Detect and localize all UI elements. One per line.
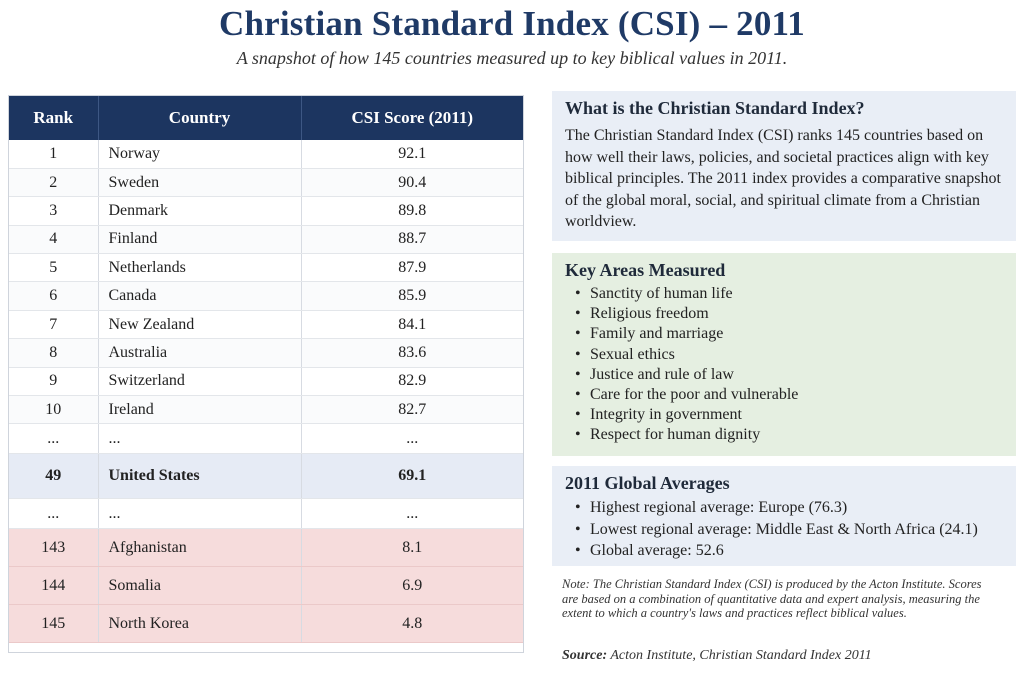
ellipsis-row: ......... [9, 498, 523, 530]
country-cell: Switzerland [98, 367, 302, 397]
global-averages-heading: 2011 Global Averages [565, 473, 730, 493]
page-subtitle: A snapshot of how 145 countries measured… [236, 48, 788, 68]
rank-cell: 3 [9, 196, 99, 226]
key-areas-list: Sanctity of human life Religious freedom… [565, 284, 1003, 446]
list-item: Respect for human dignity [575, 425, 1003, 445]
methodology-note: Note: The Christian Standard Index (CSI)… [562, 577, 982, 620]
rank-cell: 10 [9, 395, 99, 425]
table-row: 5 Netherlands 87.9 [9, 253, 523, 283]
country-cell: Afghanistan [98, 528, 302, 568]
rank-cell: 5 [9, 253, 99, 283]
ellipsis-cell: ... [98, 423, 302, 455]
ellipsis-cell: ... [301, 423, 523, 455]
list-item: Global average: 52.6 [575, 540, 1003, 562]
key-areas-heading: Key Areas Measured [565, 260, 726, 280]
ranking-table: Rank Country CSI Score (2011) 1 Norway 92.… [9, 96, 523, 644]
header-country: Country [98, 96, 302, 140]
country-cell: Netherlands [98, 253, 302, 283]
key-areas-box: Key Areas Measured Sanctity of human lif… [552, 253, 1016, 456]
list-item: Integrity in government [575, 405, 1003, 425]
table-row: 7 New Zealand 84.1 [9, 310, 523, 340]
country-cell: Australia [98, 338, 302, 368]
table-row: 4 Finland 88.7 [9, 225, 523, 255]
table-header-row: Rank Country CSI Score (2011) [9, 96, 523, 140]
ellipsis-cell: ... [98, 498, 302, 530]
rank-cell: 7 [9, 310, 99, 340]
rank-cell: 143 [9, 528, 99, 568]
country-cell: Ireland [98, 395, 302, 425]
global-averages-box: 2011 Global Averages Highest regional av… [552, 466, 1016, 566]
header-rank: Rank [9, 96, 99, 140]
rank-cell: 145 [9, 604, 99, 644]
score-cell: 89.8 [301, 196, 523, 226]
source-text: Acton Institute, Christian Standard Inde… [610, 648, 872, 663]
header-score: CSI Score (2011) [301, 96, 523, 140]
list-item: Care for the poor and vulnerable [575, 385, 1003, 405]
rank-cell: 49 [9, 453, 99, 500]
rank-cell: 2 [9, 168, 99, 198]
what-is-csi-box: What is the Christian Standard Index? Th… [552, 91, 1016, 241]
ellipsis-cell: ... [301, 498, 523, 530]
country-cell: Denmark [98, 196, 302, 226]
source-label: Source: [562, 648, 608, 663]
country-cell: Canada [98, 281, 302, 311]
score-cell: 84.1 [301, 310, 523, 340]
table-row: 6 Canada 85.9 [9, 281, 523, 311]
score-cell: 8.1 [301, 528, 523, 568]
ellipsis-cell: ... [9, 498, 99, 530]
country-cell: North Korea [98, 604, 302, 644]
score-cell: 87.9 [301, 253, 523, 283]
list-item: Justice and rule of law [575, 365, 1003, 385]
table-row: 2 Sweden 90.4 [9, 168, 523, 198]
global-averages-list: Highest regional average: Europe (76.3) … [565, 497, 1003, 562]
list-item: Sanctity of human life [575, 284, 1003, 304]
score-cell: 90.4 [301, 168, 523, 198]
table-row: 144 Somalia 6.9 [9, 566, 523, 606]
table-row: 9 Switzerland 82.9 [9, 367, 523, 397]
country-cell: Finland [98, 225, 302, 255]
score-cell: 69.1 [301, 453, 523, 500]
score-cell: 88.7 [301, 225, 523, 255]
rank-cell: 1 [9, 140, 99, 169]
list-item: Religious freedom [575, 304, 1003, 324]
table-row: 10 Ireland 82.7 [9, 395, 523, 425]
rank-cell: 144 [9, 566, 99, 606]
rank-cell: 8 [9, 338, 99, 368]
list-item: Sexual ethics [575, 345, 1003, 365]
score-cell: 83.6 [301, 338, 523, 368]
country-cell: Sweden [98, 168, 302, 198]
table-row: 8 Australia 83.6 [9, 338, 523, 368]
list-item: Highest regional average: Europe (76.3) [575, 497, 1003, 519]
rank-cell: 9 [9, 367, 99, 397]
ellipsis-cell: ... [9, 423, 99, 455]
list-item: Family and marriage [575, 324, 1003, 344]
table-row: 143 Afghanistan 8.1 [9, 528, 523, 568]
list-item: Lowest regional average: Middle East & N… [575, 519, 1003, 541]
score-cell: 82.9 [301, 367, 523, 397]
source-line: Source: Acton Institute, Christian Stand… [562, 648, 872, 664]
score-cell: 6.9 [301, 566, 523, 606]
score-cell: 92.1 [301, 140, 523, 169]
score-cell: 82.7 [301, 395, 523, 425]
rank-cell: 4 [9, 225, 99, 255]
rank-cell: 6 [9, 281, 99, 311]
what-is-csi-body: The Christian Standard Index (CSI) ranks… [565, 127, 1001, 230]
table-row: 145 North Korea 4.8 [9, 604, 523, 644]
country-cell: Norway [98, 140, 302, 169]
score-cell: 4.8 [301, 604, 523, 644]
country-cell: United States [98, 453, 302, 500]
country-cell: Somalia [98, 566, 302, 606]
table-row: 3 Denmark 89.8 [9, 196, 523, 226]
ellipsis-row: ......... [9, 423, 523, 455]
highlight-row-united-states: 49 United States 69.1 [9, 453, 523, 500]
score-cell: 85.9 [301, 281, 523, 311]
country-cell: New Zealand [98, 310, 302, 340]
what-is-csi-heading: What is the Christian Standard Index? [565, 98, 865, 118]
page-title: Christian Standard Index (CSI) – 2011 [219, 4, 805, 43]
csi-rank-table: Rank Country CSI Score (2011) 1 Norway 92.… [8, 95, 524, 653]
table-row: 1 Norway 92.1 [9, 140, 523, 169]
